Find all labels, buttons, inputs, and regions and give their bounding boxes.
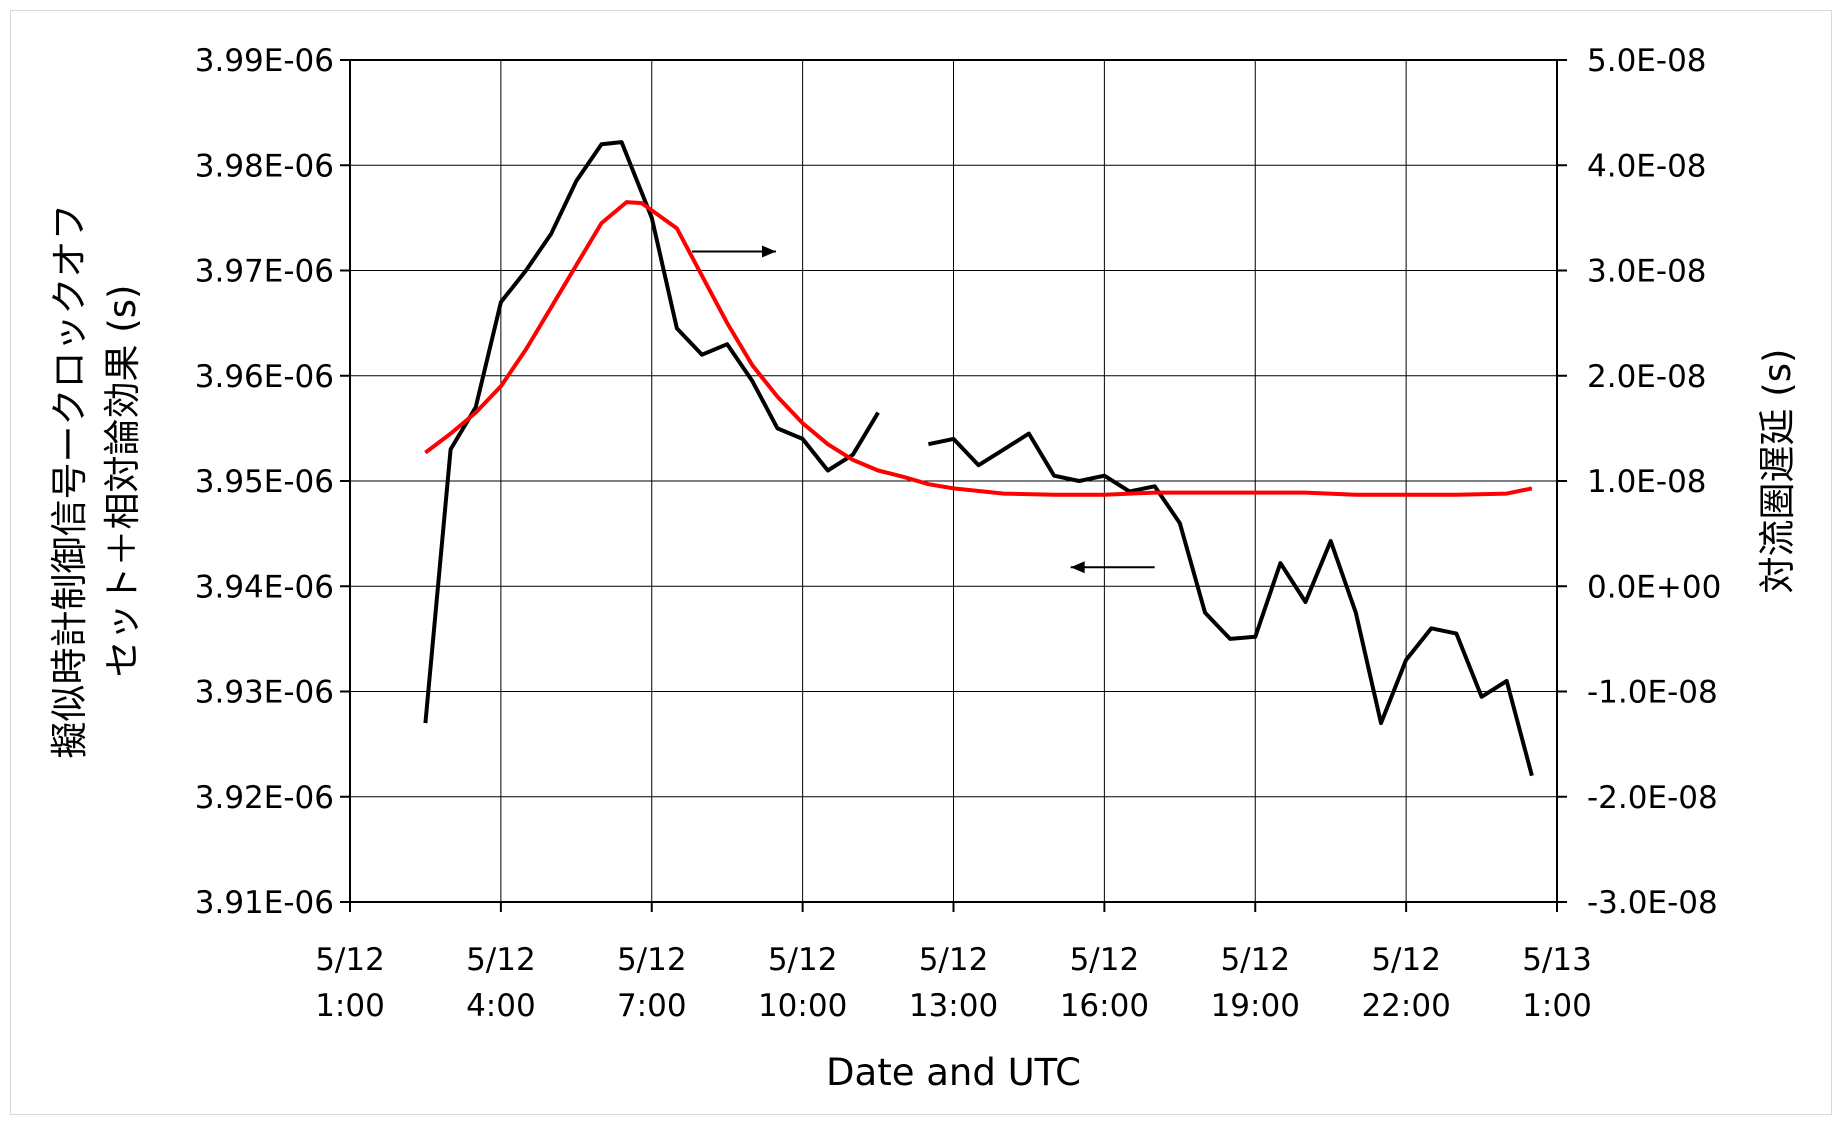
left-y-tick-label: 3.96E-06 bbox=[195, 359, 334, 395]
right-y-tick-label: -2.0E-08 bbox=[1587, 780, 1718, 816]
x-tick-label-date: 5/12 bbox=[617, 942, 687, 978]
x-tick-label-date: 5/12 bbox=[315, 942, 385, 978]
x-axis-title: Date and UTC bbox=[826, 1051, 1081, 1094]
x-tick-label-time: 13:00 bbox=[909, 988, 998, 1024]
left-y-tick-label: 3.93E-06 bbox=[195, 675, 334, 711]
left-y-tick-label: 3.92E-06 bbox=[195, 780, 334, 816]
series-right-axis-line bbox=[424, 200, 1533, 497]
x-tick-label-date: 5/12 bbox=[1371, 942, 1441, 978]
right-y-tick-label: -3.0E-08 bbox=[1587, 885, 1718, 921]
x-tick-label-date: 5/12 bbox=[1220, 942, 1290, 978]
left-y-tick-label: 3.97E-06 bbox=[195, 254, 334, 290]
arrow-left-icon bbox=[1070, 561, 1085, 574]
right-y-tick-label: 2.0E-08 bbox=[1587, 359, 1707, 395]
x-tick-label-date: 5/13 bbox=[1522, 942, 1592, 978]
series-left-axis-line bbox=[423, 140, 880, 724]
right-y-axis-title: 対流圏遅延 (s) bbox=[1756, 349, 1799, 594]
left-y-tick-label: 3.98E-06 bbox=[195, 148, 334, 184]
left-y-tick-label: 3.99E-06 bbox=[195, 43, 334, 79]
series-lines bbox=[423, 140, 1534, 777]
x-tick-label-time: 10:00 bbox=[758, 988, 847, 1024]
left-y-axis-title-line-2: セット＋相対論効果 (s) bbox=[101, 285, 144, 678]
left-y-tick-label: 3.91E-06 bbox=[195, 885, 334, 921]
right-y-axis: -3.0E-08 -2.0E-08 -1.0E-08 0.0E+00 1.0E-08 2.… bbox=[1557, 43, 1721, 921]
x-tick-label-time: 16:00 bbox=[1060, 988, 1149, 1024]
x-tick-label-time: 1:00 bbox=[315, 988, 385, 1024]
x-tick-label-date: 5/12 bbox=[1070, 942, 1140, 978]
series-left-axis-line bbox=[927, 431, 1534, 777]
x-tick-label-date: 5/12 bbox=[919, 942, 989, 978]
x-tick-label-time: 22:00 bbox=[1361, 988, 1450, 1024]
x-tick-label-time: 7:00 bbox=[617, 988, 687, 1024]
right-y-tick-label: 1.0E-08 bbox=[1587, 464, 1707, 500]
right-y-tick-label: 5.0E-08 bbox=[1587, 43, 1707, 79]
annotations bbox=[691, 245, 1155, 574]
right-y-tick-label: -1.0E-08 bbox=[1587, 675, 1718, 711]
x-axis: 5/12 1:00 5/12 4:00 5/12 7:00 5/12 10:00 5/12 13:… bbox=[315, 902, 1592, 1024]
right-y-tick-label: 0.0E+00 bbox=[1587, 569, 1721, 605]
x-tick-label-time: 19:00 bbox=[1211, 988, 1300, 1024]
left-y-tick-label: 3.95E-06 bbox=[195, 464, 334, 500]
left-y-axis-title: 擬似時計制御信号ークロックオフ セット＋相対論効果 (s) bbox=[48, 204, 144, 759]
grid bbox=[349, 59, 1558, 903]
right-y-tick-label: 3.0E-08 bbox=[1587, 254, 1707, 290]
arrow-right-icon bbox=[761, 245, 776, 258]
x-tick-label-time: 4:00 bbox=[466, 988, 536, 1024]
chart-frame bbox=[10, 10, 1832, 1115]
left-y-tick-label: 3.94E-06 bbox=[195, 569, 334, 605]
right-y-tick-label: 4.0E-08 bbox=[1587, 148, 1707, 184]
left-y-axis-title-line-1: 擬似時計制御信号ークロックオフ bbox=[48, 204, 91, 759]
x-tick-label-date: 5/12 bbox=[768, 942, 838, 978]
left-y-axis: 3.91E-06 3.92E-06 3.93E-06 3.94E-06 3.95E-06… bbox=[195, 43, 350, 921]
x-tick-label-date: 5/12 bbox=[466, 942, 536, 978]
x-tick-label-time: 1:00 bbox=[1522, 988, 1592, 1024]
